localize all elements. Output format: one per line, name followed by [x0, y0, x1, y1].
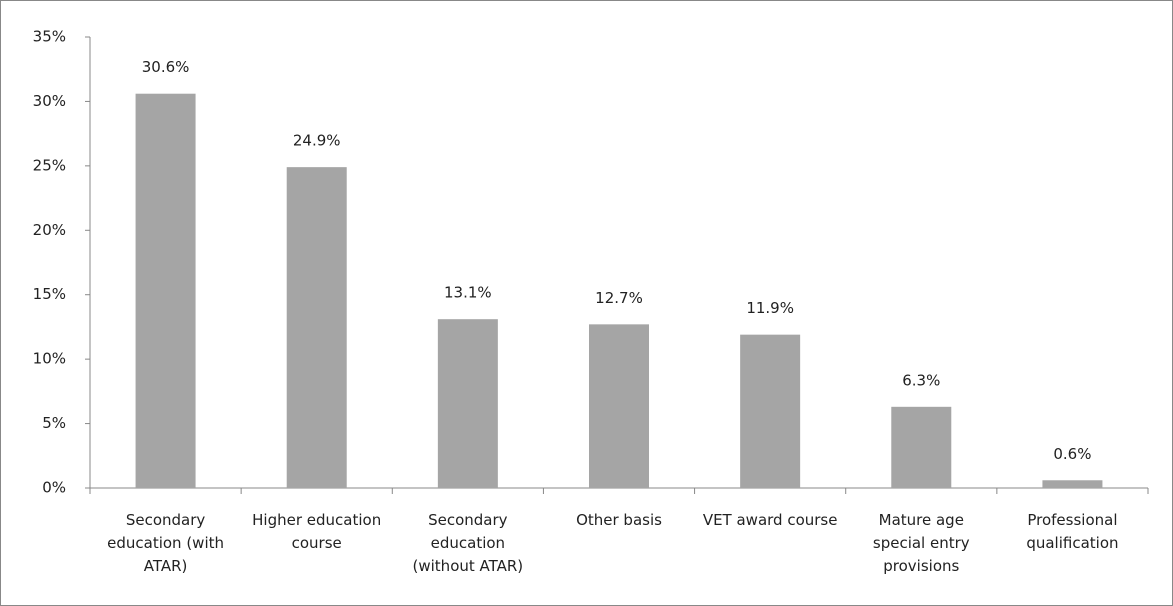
y-tick-label: 25%: [33, 156, 66, 174]
value-label: 12.7%: [595, 289, 643, 307]
y-tick-label: 0%: [42, 479, 66, 497]
bar: [589, 324, 649, 488]
value-label: 13.1%: [444, 284, 492, 302]
bar: [1042, 480, 1103, 488]
value-label: 24.9%: [293, 132, 341, 150]
bar: [286, 167, 347, 488]
value-label: 6.3%: [902, 371, 940, 389]
bar: [891, 406, 952, 488]
value-label: 11.9%: [746, 299, 794, 317]
x-tick-label: Professional qualification: [1026, 511, 1119, 552]
x-tick-label: Higher education course: [252, 511, 382, 552]
bar: [740, 334, 801, 488]
value-label: 30.6%: [142, 58, 190, 76]
y-tick-label: 5%: [42, 414, 66, 432]
x-tick-label: Mature age special entry provisions: [872, 511, 970, 575]
y-tick-label: 15%: [33, 285, 66, 303]
bar: [437, 319, 498, 488]
x-tick-label: VET award course: [702, 511, 838, 529]
x-tick-label: Other basis: [576, 511, 662, 529]
x-tick-label: Secondary education (without ATAR): [412, 511, 524, 575]
value-label: 0.6%: [1053, 445, 1091, 463]
y-tick-label: 35%: [33, 28, 66, 46]
y-tick-label: 20%: [33, 221, 66, 239]
x-tick-label: Secondary education (with ATAR): [107, 511, 224, 575]
bar: [135, 93, 196, 488]
y-tick-label: 30%: [33, 92, 66, 110]
y-tick-label: 10%: [33, 350, 66, 368]
